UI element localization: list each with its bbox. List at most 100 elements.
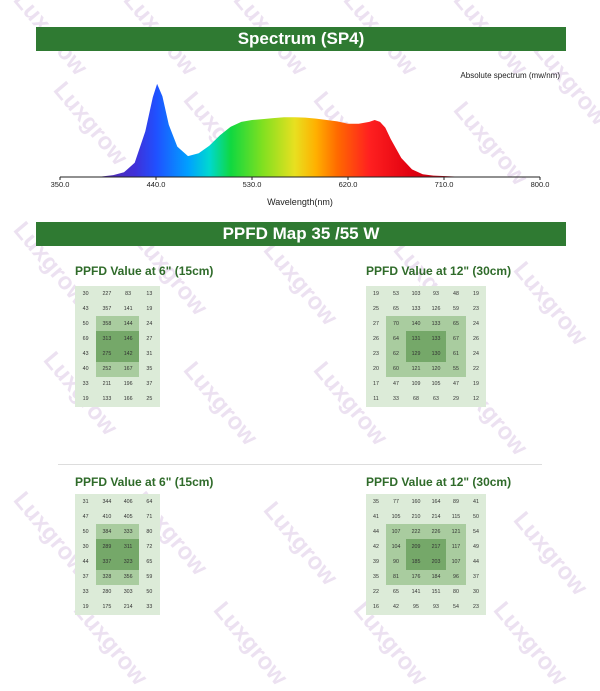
ppfd-cell: 405 (117, 509, 139, 525)
ppfd-cell: 129 (406, 346, 426, 362)
ppfd-cell: 358 (96, 316, 118, 332)
ppfd-cell: 71 (138, 509, 160, 525)
ppfd-cell: 151 (426, 584, 446, 600)
ppfd-cell: 42 (386, 599, 406, 615)
watermark-text: Luxgrow (257, 496, 343, 591)
ppfd-cell: 22 (366, 584, 386, 600)
ppfd-cell: 13 (138, 286, 160, 302)
ppfd-cell: 23 (466, 301, 486, 317)
ppfd-cell: 133 (406, 301, 426, 317)
ppfd-cell: 81 (386, 569, 406, 585)
ppfd-cell: 42 (366, 539, 386, 555)
ppfd-cell: 275 (96, 346, 118, 362)
ppfd-cell: 65 (138, 554, 160, 570)
ppfd-cell: 49 (466, 539, 486, 555)
ppfd-cell: 217 (426, 539, 446, 555)
ppfd-cell: 24 (466, 346, 486, 362)
ppfd-cell: 209 (406, 539, 426, 555)
ppfd-cell: 133 (426, 331, 446, 347)
ppfd-cell: 24 (138, 316, 160, 332)
spectrum-tick-label: 530.0 (243, 180, 262, 189)
ppfd-cell: 59 (446, 301, 466, 317)
ppfd-cell: 323 (117, 554, 139, 570)
ppfd-cell: 211 (96, 376, 118, 392)
ppfd-cell: 19 (466, 286, 486, 302)
ppfd-cell: 77 (386, 494, 406, 510)
ppfd-cell: 65 (386, 301, 406, 317)
ppfd-cell: 63 (426, 391, 446, 407)
ppfd-cell: 210 (406, 509, 426, 525)
ppfd-cell: 107 (386, 524, 406, 540)
ppfd-cell: 23 (366, 346, 386, 362)
ppfd-cell: 175 (96, 599, 118, 615)
ppfd-cell: 26 (466, 331, 486, 347)
ppfd-cell: 19 (366, 286, 386, 302)
ppfd-cell: 61 (446, 346, 466, 362)
ppfd-cell: 35 (366, 494, 386, 510)
ppfd-cell: 12 (466, 391, 486, 407)
ppfd-cell: 126 (426, 301, 446, 317)
ppfd-cell: 37 (75, 569, 97, 585)
ppfd-cell: 337 (96, 554, 118, 570)
ppfd-cell: 47 (75, 509, 97, 525)
ppfd-cell: 39 (366, 554, 386, 570)
ppfd-cell: 67 (446, 331, 466, 347)
ppfd-cell: 133 (426, 316, 446, 332)
ppfd-cell: 25 (366, 301, 386, 317)
ppfd-cell: 164 (426, 494, 446, 510)
ppfd-cell: 59 (138, 569, 160, 585)
ppfd-grid-2: 19 53 103 93 48 19 25 65 133 126 59 23 27 70 140 133 65 2… (366, 286, 486, 407)
ppfd-cell: 140 (406, 316, 426, 332)
ppfd-cell: 103 (406, 286, 426, 302)
ppfd-cell: 64 (138, 494, 160, 510)
panel-title-4: PPFD Value at 12" (30cm) (366, 475, 512, 489)
ppfd-cell: 93 (426, 286, 446, 302)
ppfd-cell: 146 (117, 331, 139, 347)
ppfd-cell: 65 (386, 584, 406, 600)
ppfd-cell: 90 (386, 554, 406, 570)
ppfd-cell: 133 (96, 391, 118, 407)
ppfd-cell: 60 (386, 361, 406, 377)
ppfd-cell: 31 (138, 346, 160, 362)
ppfd-cell: 44 (466, 554, 486, 570)
ppfd-cell: 54 (466, 524, 486, 540)
ppfd-cell: 53 (386, 286, 406, 302)
ppfd-cell: 37 (466, 569, 486, 585)
ppfd-cell: 328 (96, 569, 118, 585)
ppfd-cell: 406 (117, 494, 139, 510)
spectrum-tick-label: 800.0 (531, 180, 550, 189)
panel-title-1: PPFD Value at 6" (15cm) (75, 264, 214, 278)
ppfd-cell: 214 (426, 509, 446, 525)
ppfd-cell: 105 (426, 376, 446, 392)
ppfd-cell: 33 (138, 599, 160, 615)
ppfd-cell: 333 (117, 524, 139, 540)
spectrum-banner: Spectrum (SP4) (36, 27, 566, 51)
spectrum-area (97, 83, 498, 177)
ppfd-cell: 30 (75, 286, 97, 302)
spectrum-x-label: Wavelength(nm) (267, 197, 333, 207)
spectrum-tick-label: 350.0 (51, 180, 70, 189)
ppfd-cell: 160 (406, 494, 426, 510)
ppfd-cell: 80 (446, 584, 466, 600)
ppfd-cell: 22 (466, 361, 486, 377)
ppfd-cell: 33 (386, 391, 406, 407)
ppfd-cell: 20 (366, 361, 386, 377)
panel-title-2: PPFD Value at 12" (30cm) (366, 264, 512, 278)
ppfd-cell: 203 (426, 554, 446, 570)
ppfd-cell: 144 (117, 316, 139, 332)
ppfd-cell: 69 (75, 331, 97, 347)
ppfd-cell: 72 (138, 539, 160, 555)
ppfd-cell: 47 (446, 376, 466, 392)
ppfd-cell: 43 (75, 301, 97, 317)
ppfd-cell: 410 (96, 509, 118, 525)
section-divider (58, 464, 542, 465)
ppfd-cell: 65 (446, 316, 466, 332)
ppfd-cell: 141 (117, 301, 139, 317)
panel-title-3: PPFD Value at 6" (15cm) (75, 475, 214, 489)
ppfd-cell: 41 (366, 509, 386, 525)
ppfd-cell: 80 (138, 524, 160, 540)
ppfd-cell: 252 (96, 361, 118, 377)
ppfd-cell: 121 (446, 524, 466, 540)
ppfd-cell: 23 (466, 599, 486, 615)
ppfd-cell: 50 (75, 524, 97, 540)
